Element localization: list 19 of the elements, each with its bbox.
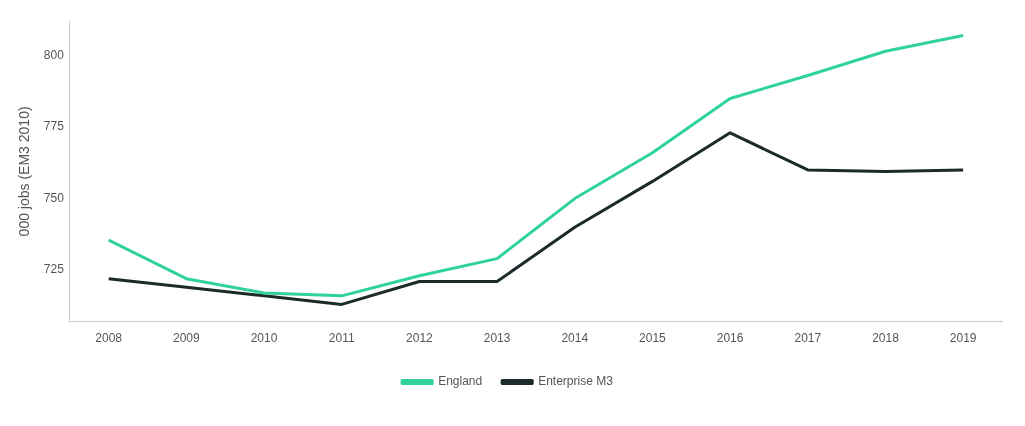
x-tick-label: 2018 <box>872 331 900 346</box>
y-tick-label: 775 <box>43 119 65 134</box>
y-tick-label: 725 <box>43 262 65 277</box>
x-tick-label: 2015 <box>639 331 667 346</box>
x-tick-label: 2017 <box>794 331 822 346</box>
y-axis-title: 000 jobs (EM3 2010) <box>16 106 33 237</box>
legend-label: England <box>438 374 483 389</box>
x-tick-label: 2013 <box>483 331 511 346</box>
x-tick-label: 2008 <box>95 331 123 346</box>
legend-label: Enterprise M3 <box>538 374 614 389</box>
y-tick-label: 750 <box>43 190 65 205</box>
x-tick-label: 2012 <box>406 331 434 346</box>
x-tick-label: 2014 <box>561 331 589 346</box>
x-tick-label: 2016 <box>716 331 744 346</box>
y-tick-label: 800 <box>43 47 65 62</box>
x-tick-label: 2011 <box>328 331 355 346</box>
x-tick-label: 2019 <box>949 331 977 346</box>
x-tick-label: 2010 <box>250 331 278 346</box>
x-tick-label: 2009 <box>172 331 201 346</box>
